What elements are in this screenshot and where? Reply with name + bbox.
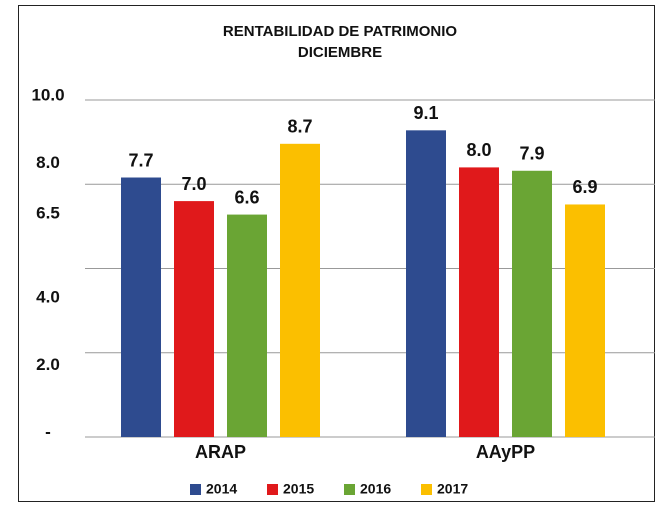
legend-swatch [267,484,278,495]
x-tick-label: AAyPP [476,442,535,462]
y-tick-label: - [45,422,51,441]
value-label: 7.7 [128,150,153,170]
legend-label: 2016 [360,481,391,497]
chart-title: RENTABILIDAD DE PATRIMONIO [223,23,457,40]
bar [406,130,446,437]
y-tick-label: 8.0 [36,153,60,172]
legend-swatch [190,484,201,495]
y-tick-label: 2.0 [36,355,60,374]
frame [18,5,655,502]
value-label: 7.0 [181,174,206,194]
x-tick-label: ARAP [195,442,246,462]
value-label: 8.0 [466,140,491,160]
legend-label: 2015 [283,481,314,497]
value-label: 8.7 [287,117,312,137]
chart-subtitle: DICIEMBRE [298,44,382,61]
y-tick-label: 10.0 [31,85,64,104]
legend-swatch [421,484,432,495]
legend-label: 2014 [206,481,237,497]
value-label: 6.9 [572,177,597,197]
bar [512,170,552,437]
legend-label: 2017 [437,481,468,497]
y-tick-label: 6.5 [36,203,60,222]
y-tick-label: 4.0 [36,288,60,307]
bar [280,143,320,437]
value-label: 9.1 [413,103,438,123]
bar [174,201,214,437]
value-label: 7.9 [519,144,544,164]
bar [227,214,267,437]
value-label: 6.6 [234,187,259,207]
legend-swatch [344,484,355,495]
bar [565,204,605,437]
bar [121,177,161,437]
bar [459,167,499,437]
